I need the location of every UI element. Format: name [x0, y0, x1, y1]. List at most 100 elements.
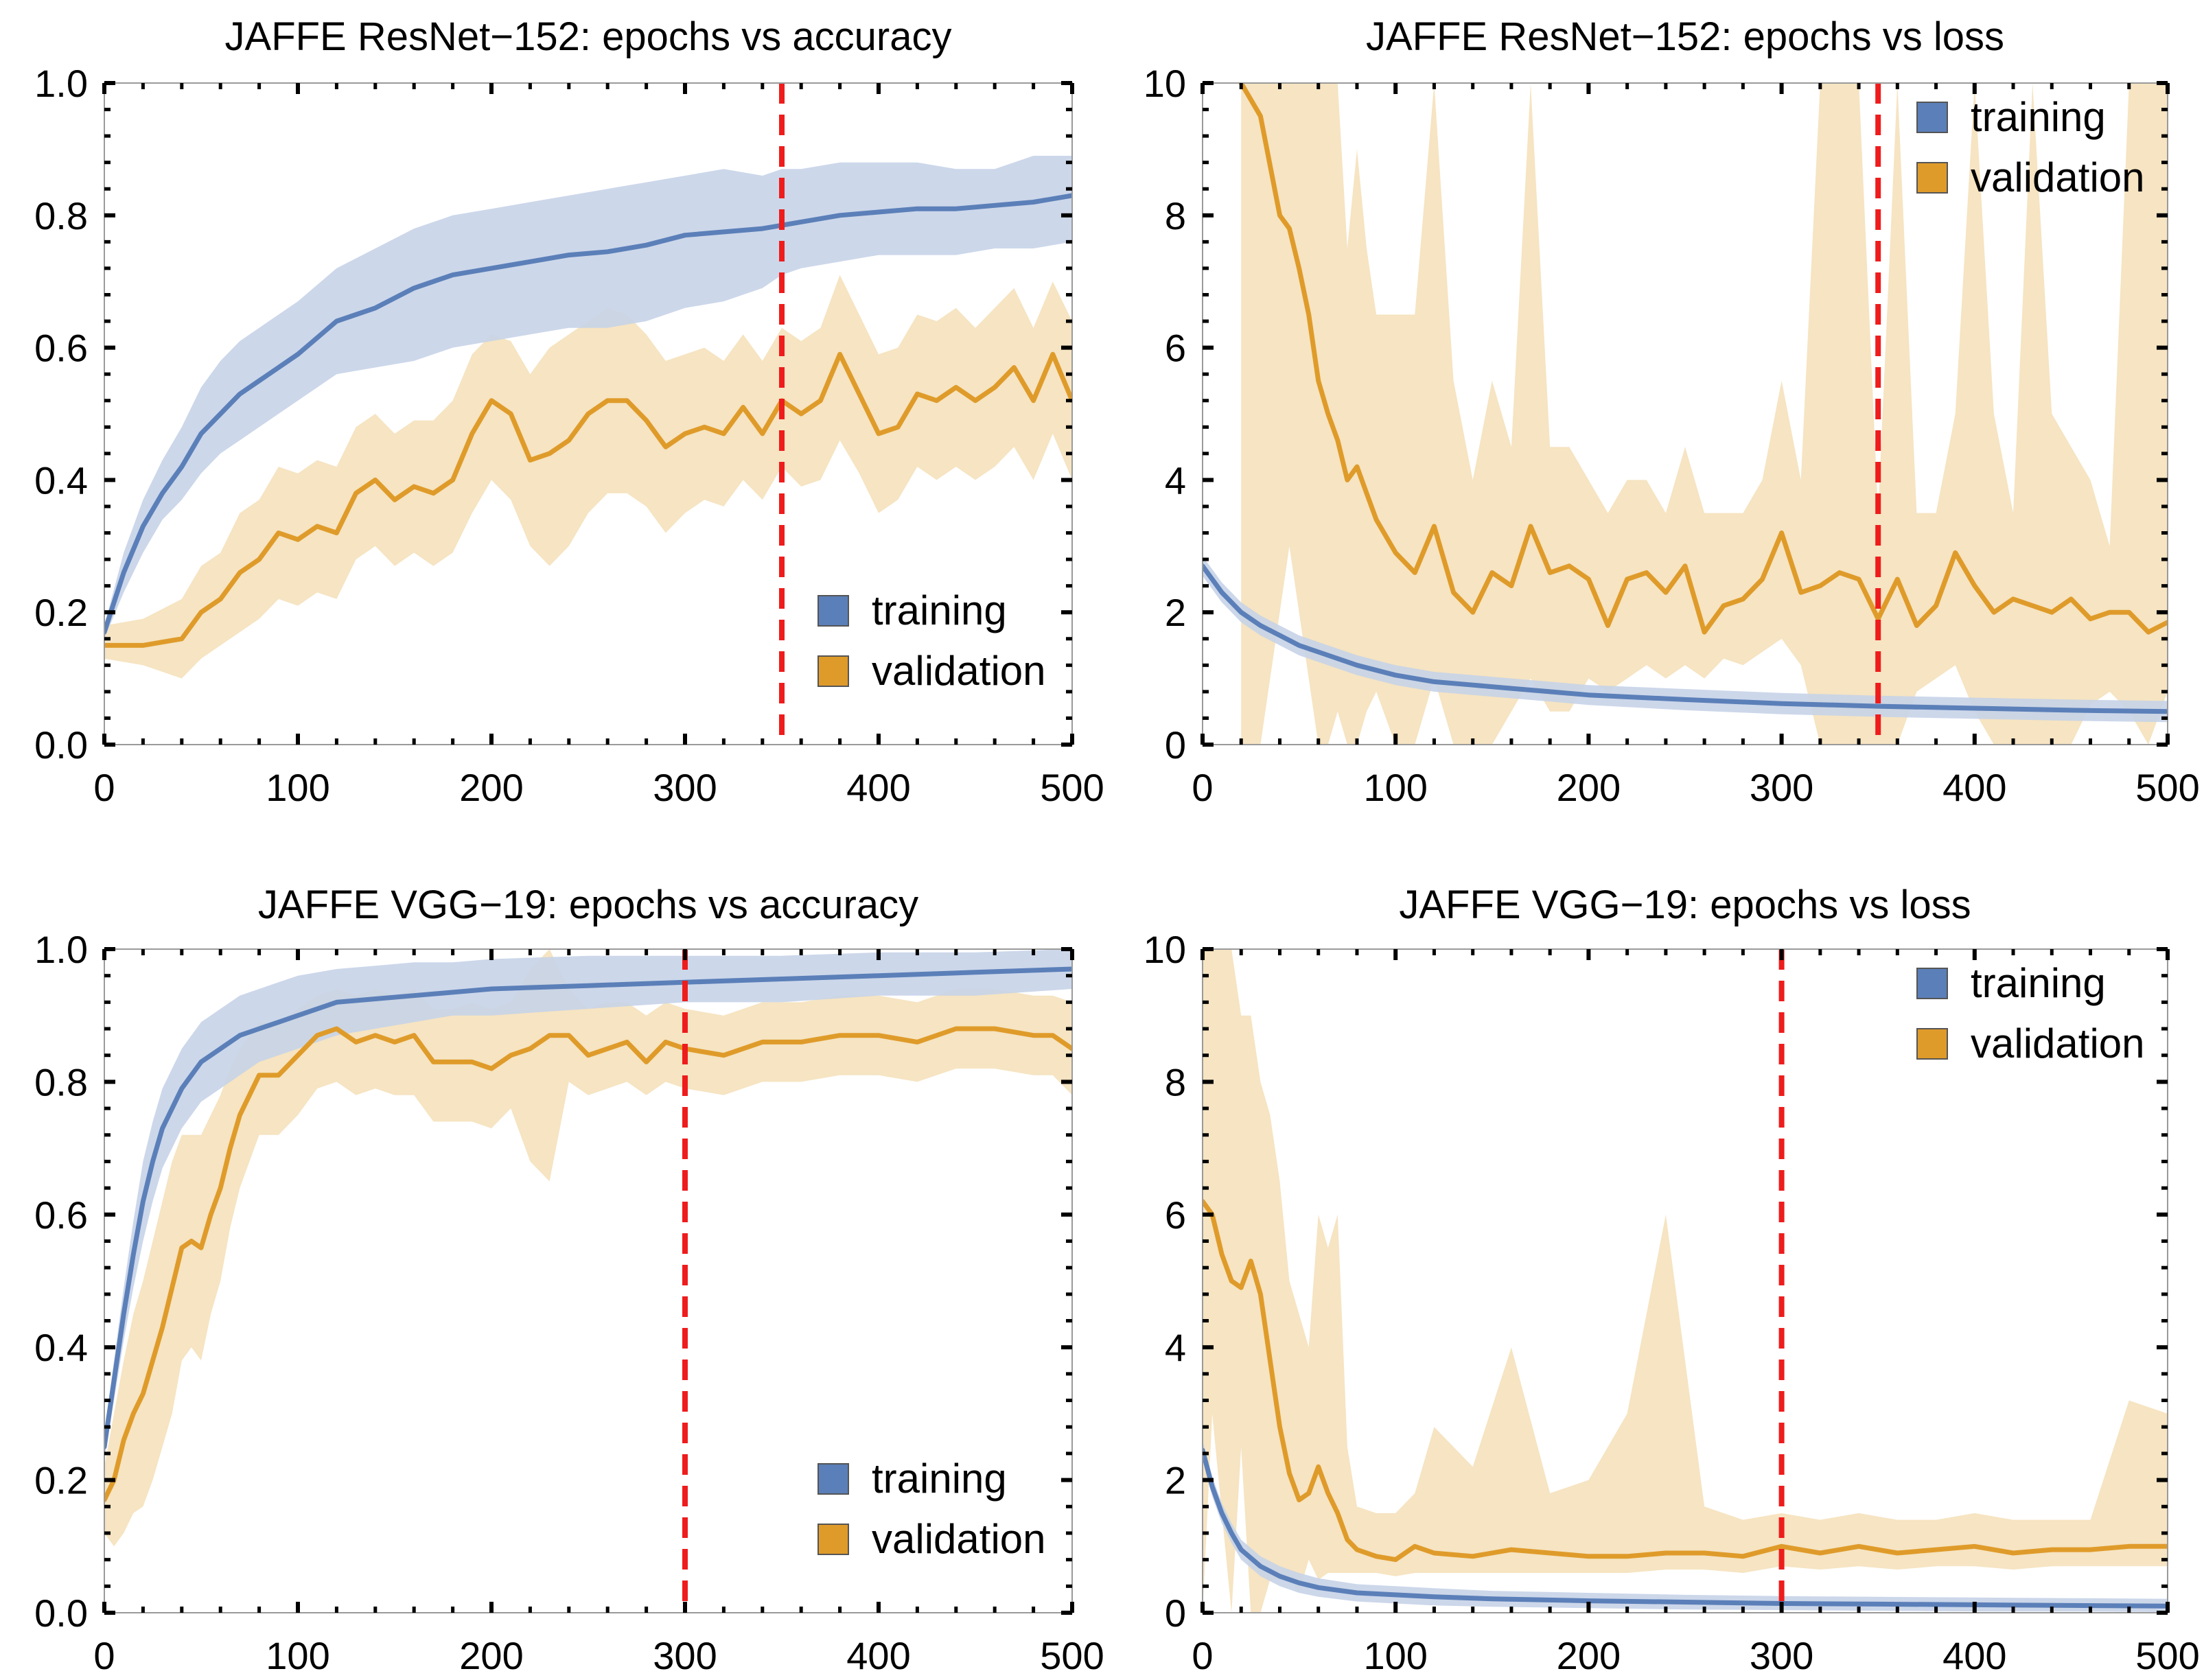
- y-tick-label: 0.8: [34, 194, 88, 237]
- validation-legend-label: validation: [1971, 1020, 2145, 1066]
- x-tick-label: 100: [266, 1634, 329, 1677]
- x-tick-label: 0: [1192, 1634, 1213, 1677]
- validation-legend-label: validation: [872, 1516, 1046, 1562]
- x-tick-label: 200: [1557, 1634, 1621, 1677]
- y-tick-label: 1.0: [34, 62, 88, 105]
- x-tick-label: 300: [653, 1634, 717, 1677]
- validation-legend-swatch: [817, 1524, 849, 1555]
- y-tick-label: 1.0: [34, 928, 88, 971]
- y-tick-label: 0.0: [34, 723, 88, 767]
- y-tick-label: 0.2: [34, 1459, 88, 1502]
- training-confidence-band: [104, 156, 1072, 639]
- y-tick-label: 4: [1165, 1326, 1186, 1369]
- x-tick-label: 500: [1040, 766, 1104, 809]
- training-legend-label: training: [872, 1456, 1007, 1502]
- x-tick-label: 500: [2135, 766, 2199, 809]
- training-legend-swatch: [1916, 968, 1948, 999]
- x-tick-label: 0: [93, 1634, 115, 1677]
- legend: training validation: [817, 587, 1046, 694]
- training-series-line: [1203, 563, 2168, 714]
- legend: training validation: [1916, 94, 2145, 200]
- x-tick-label: 100: [266, 766, 329, 809]
- tick-marks: [102, 947, 1074, 1615]
- y-tick-label: 4: [1165, 458, 1186, 502]
- training-legend-label: training: [1971, 960, 2106, 1006]
- y-tick-label: 0.2: [34, 591, 88, 634]
- validation-legend-swatch: [817, 655, 849, 687]
- chart-title: JAFFE ResNet−152: epochs vs accuracy: [225, 14, 952, 59]
- y-tick-label: 6: [1165, 1193, 1186, 1237]
- x-tick-label: 300: [1750, 766, 1813, 809]
- plot-frame: [104, 948, 1073, 1613]
- y-tick-label: 8: [1165, 194, 1186, 237]
- training-legend-label: training: [1971, 94, 2106, 140]
- tick-marks: [1200, 81, 2170, 747]
- training-legend-swatch: [817, 1463, 849, 1495]
- y-tick-label: 0.0: [34, 1591, 88, 1635]
- plot-area: [104, 949, 1072, 1547]
- plot-area: [104, 156, 1072, 679]
- chart-title: JAFFE VGG−19: epochs vs loss: [1399, 883, 1971, 927]
- x-tick-label: 500: [2135, 1634, 2199, 1677]
- y-tick-label: 8: [1165, 1060, 1186, 1104]
- x-tick-label: 100: [1363, 1634, 1427, 1677]
- x-tick-label: 400: [1942, 766, 2006, 809]
- x-tick-label: 300: [1750, 1634, 1813, 1677]
- validation-confidence-band: [1203, 949, 2168, 1613]
- y-tick-label: 0.6: [34, 1193, 88, 1237]
- x-tick-label: 300: [653, 766, 717, 809]
- y-tick-label: 10: [1144, 928, 1186, 971]
- x-tick-label: 500: [1040, 1634, 1104, 1677]
- tick-marks: [102, 81, 1074, 747]
- training-legend-swatch: [817, 595, 849, 627]
- x-tick-label: 0: [1192, 766, 1213, 809]
- plot-frame: [104, 82, 1073, 745]
- validation-series-line: [104, 351, 1072, 648]
- x-tick-label: 400: [1942, 1634, 2006, 1677]
- chart-title: JAFFE ResNet−152: epochs vs loss: [1366, 14, 2004, 59]
- y-tick-label: 0.4: [34, 1326, 88, 1369]
- validation-series-line: [1238, 83, 2168, 635]
- tick-marks: [1200, 947, 2170, 1615]
- validation-legend-swatch: [1916, 162, 1948, 194]
- training-legend-swatch: [1916, 102, 1948, 133]
- x-tick-label: 200: [1557, 766, 1621, 809]
- validation-legend-label: validation: [872, 648, 1046, 694]
- x-tick-label: 200: [459, 1634, 523, 1677]
- y-tick-label: 10: [1144, 62, 1186, 105]
- x-tick-label: 0: [93, 766, 115, 809]
- y-tick-label: 0.6: [34, 327, 88, 370]
- training-series-line: [104, 193, 1072, 635]
- x-tick-label: 200: [459, 766, 523, 809]
- validation-confidence-band: [1241, 83, 2168, 745]
- training-legend-label: training: [872, 587, 1007, 633]
- legend: training validation: [817, 1456, 1046, 1562]
- panel-vgg19-accuracy: JAFFE VGG−19: epochs vs accuracy 0 100 200 3…: [34, 883, 1104, 1677]
- validation-series-line: [104, 1026, 1072, 1503]
- plot-area: [1203, 83, 2168, 745]
- chart-title: JAFFE VGG−19: epochs vs accuracy: [258, 883, 918, 927]
- x-tick-label: 400: [846, 766, 910, 809]
- y-tick-label: 0: [1165, 723, 1186, 767]
- x-tick-label: 400: [846, 1634, 910, 1677]
- y-tick-label: 0: [1165, 1591, 1186, 1635]
- validation-legend-label: validation: [1971, 154, 2145, 200]
- legend: training validation: [1916, 960, 2145, 1066]
- y-tick-label: 2: [1165, 591, 1186, 634]
- y-tick-label: 0.8: [34, 1060, 88, 1104]
- validation-confidence-band: [104, 949, 1072, 1547]
- y-tick-label: 2: [1165, 1459, 1186, 1502]
- validation-series-line: [1203, 1199, 2168, 1563]
- panel-resnet152-accuracy: JAFFE ResNet−152: epochs vs accuracy 0 100…: [34, 14, 1104, 809]
- y-tick-label: 6: [1165, 327, 1186, 370]
- plot-area: [1203, 949, 2168, 1613]
- training-series-line: [104, 966, 1072, 1449]
- x-tick-label: 100: [1363, 766, 1427, 809]
- validation-legend-swatch: [1916, 1028, 1948, 1060]
- training-series-line: [1203, 1447, 2168, 1609]
- plot-frame: [1202, 82, 2168, 745]
